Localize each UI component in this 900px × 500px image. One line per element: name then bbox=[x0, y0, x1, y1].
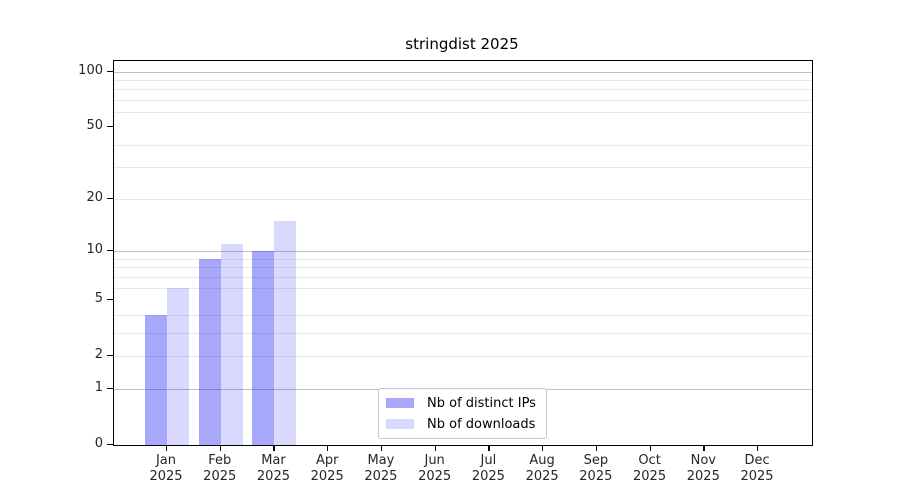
gridline-y-40 bbox=[114, 144, 812, 146]
legend-swatch-downloads bbox=[386, 419, 414, 429]
y-tick-mark-100 bbox=[107, 70, 113, 72]
gridline-y-3 bbox=[114, 332, 812, 334]
gridline-y-70 bbox=[114, 100, 812, 102]
x-tick-label-jun-2025: Jun 2025 bbox=[418, 453, 452, 484]
gridline-y-60 bbox=[114, 112, 812, 114]
bar-nb-of-distinct-ips-feb-2025 bbox=[198, 258, 221, 445]
gridline-y-7 bbox=[114, 276, 812, 278]
gridline-y-8 bbox=[114, 267, 812, 269]
x-tick-mark-mar-2025 bbox=[273, 445, 275, 451]
bar-nb-of-downloads-feb-2025 bbox=[220, 243, 243, 445]
gridline-y-90 bbox=[114, 80, 812, 82]
x-tick-label-aug-2025: Aug 2025 bbox=[525, 453, 559, 484]
gridline-y-4 bbox=[114, 314, 812, 316]
x-tick-label-mar-2025: Mar 2025 bbox=[256, 453, 290, 484]
x-tick-label-apr-2025: Apr 2025 bbox=[310, 453, 344, 484]
y-tick-label-0: 0 bbox=[94, 436, 103, 451]
y-tick-label-20: 20 bbox=[86, 189, 103, 205]
y-tick-mark-50 bbox=[107, 125, 113, 128]
bar-nb-of-downloads-jan-2025 bbox=[167, 287, 189, 445]
x-tick-mark-dec-2025 bbox=[757, 445, 759, 451]
x-tick-mark-oct-2025 bbox=[649, 445, 651, 451]
legend-swatch-distinct-ips bbox=[386, 398, 414, 408]
x-tick-mark-aug-2025 bbox=[542, 445, 544, 451]
y-tick-mark-2 bbox=[107, 355, 113, 357]
x-tick-mark-apr-2025 bbox=[327, 445, 329, 451]
x-tick-mark-may-2025 bbox=[380, 445, 383, 451]
y-tick-label-2: 2 bbox=[94, 347, 103, 363]
gridline-y-30 bbox=[114, 167, 812, 169]
x-tick-label-jan-2025: Jan 2025 bbox=[149, 453, 183, 484]
x-tick-label-feb-2025: Feb 2025 bbox=[203, 453, 237, 484]
y-tick-mark-1 bbox=[107, 387, 113, 390]
plot-area bbox=[113, 60, 813, 446]
bar-nb-of-downloads-mar-2025 bbox=[274, 220, 297, 445]
x-tick-mark-sep-2025 bbox=[595, 445, 598, 451]
y-tick-mark-10 bbox=[107, 249, 113, 252]
y-tick-mark-20 bbox=[107, 197, 113, 199]
gridline-y-10 bbox=[114, 250, 812, 252]
x-tick-mark-jul-2025 bbox=[488, 445, 490, 451]
gridline-y-100 bbox=[114, 71, 812, 73]
gridline-y-6 bbox=[114, 287, 812, 289]
gridline-y-9 bbox=[114, 258, 812, 260]
legend-item-downloads: Nb of downloads bbox=[386, 416, 536, 432]
gridline-y-80 bbox=[114, 89, 812, 91]
x-tick-mark-jun-2025 bbox=[434, 445, 436, 451]
x-tick-label-dec-2025: Dec 2025 bbox=[740, 453, 774, 484]
x-tick-label-jul-2025: Jul 2025 bbox=[471, 453, 505, 484]
y-tick-label-100: 100 bbox=[78, 62, 103, 78]
y-tick-label-50: 50 bbox=[86, 117, 103, 133]
x-tick-mark-feb-2025 bbox=[219, 445, 222, 451]
legend-item-distinct-ips: Nb of distinct IPs bbox=[386, 395, 536, 411]
gridline-y-2 bbox=[114, 356, 812, 358]
y-tick-label-1: 1 bbox=[94, 379, 103, 395]
y-tick-mark-0 bbox=[107, 444, 113, 446]
legend: Nb of distinct IPs Nb of downloads bbox=[378, 388, 547, 439]
chart-title: stringdist 2025 bbox=[405, 35, 519, 53]
x-tick-label-nov-2025: Nov 2025 bbox=[686, 453, 720, 484]
y-tick-mark-5 bbox=[107, 299, 113, 301]
legend-label-distinct-ips: Nb of distinct IPs bbox=[427, 395, 536, 411]
y-tick-label-5: 5 bbox=[94, 291, 103, 307]
legend-label-downloads: Nb of downloads bbox=[427, 416, 536, 432]
y-tick-label-10: 10 bbox=[86, 241, 103, 257]
bar-nb-of-distinct-ips-mar-2025 bbox=[252, 250, 275, 445]
x-tick-label-sep-2025: Sep 2025 bbox=[579, 453, 613, 484]
x-tick-mark-nov-2025 bbox=[703, 445, 705, 451]
bar-nb-of-distinct-ips-jan-2025 bbox=[145, 314, 167, 445]
x-tick-label-oct-2025: Oct 2025 bbox=[633, 453, 667, 484]
x-tick-label-may-2025: May 2025 bbox=[364, 453, 398, 484]
gridline-y-20 bbox=[114, 198, 812, 200]
x-tick-mark-jan-2025 bbox=[166, 445, 168, 451]
